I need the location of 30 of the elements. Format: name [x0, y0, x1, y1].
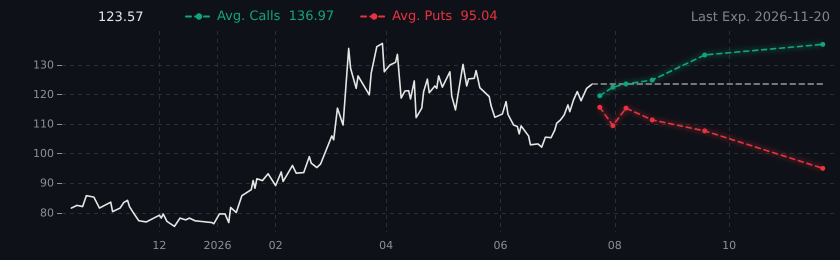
point	[820, 42, 826, 47]
y-tick-label: 110	[33, 118, 54, 131]
x-tick-label: 04	[379, 239, 394, 252]
x-tick-label: 2026	[204, 239, 232, 252]
point	[702, 128, 708, 134]
point	[702, 52, 708, 58]
text: 123.57	[98, 10, 144, 25]
line-series	[70, 42, 594, 228]
point	[650, 78, 655, 83]
point	[624, 106, 629, 111]
y-tick-label: 100	[33, 147, 54, 160]
y-tick-label: 90	[40, 176, 54, 190]
point	[610, 123, 616, 128]
x-tick-label: 12	[152, 239, 166, 252]
x-tick-label: 10	[722, 239, 736, 252]
x-tick-label: 06	[493, 239, 508, 252]
legend-label: Avg. Puts 95.04	[392, 9, 498, 24]
point	[597, 104, 602, 110]
point	[650, 117, 655, 122]
point	[624, 81, 629, 86]
y-tick-label: 120	[33, 88, 54, 102]
x-tick-label: 08	[608, 239, 622, 252]
text: Last Exp. 2026-11-20	[690, 10, 830, 25]
legend-label: Avg. Calls 136.97	[217, 9, 334, 24]
y-tick-label: 80	[40, 206, 54, 220]
point	[610, 84, 616, 90]
point	[820, 166, 826, 171]
y-tick-label: 130	[33, 58, 54, 72]
x-tick-label: 02	[268, 239, 283, 252]
point	[597, 93, 602, 98]
